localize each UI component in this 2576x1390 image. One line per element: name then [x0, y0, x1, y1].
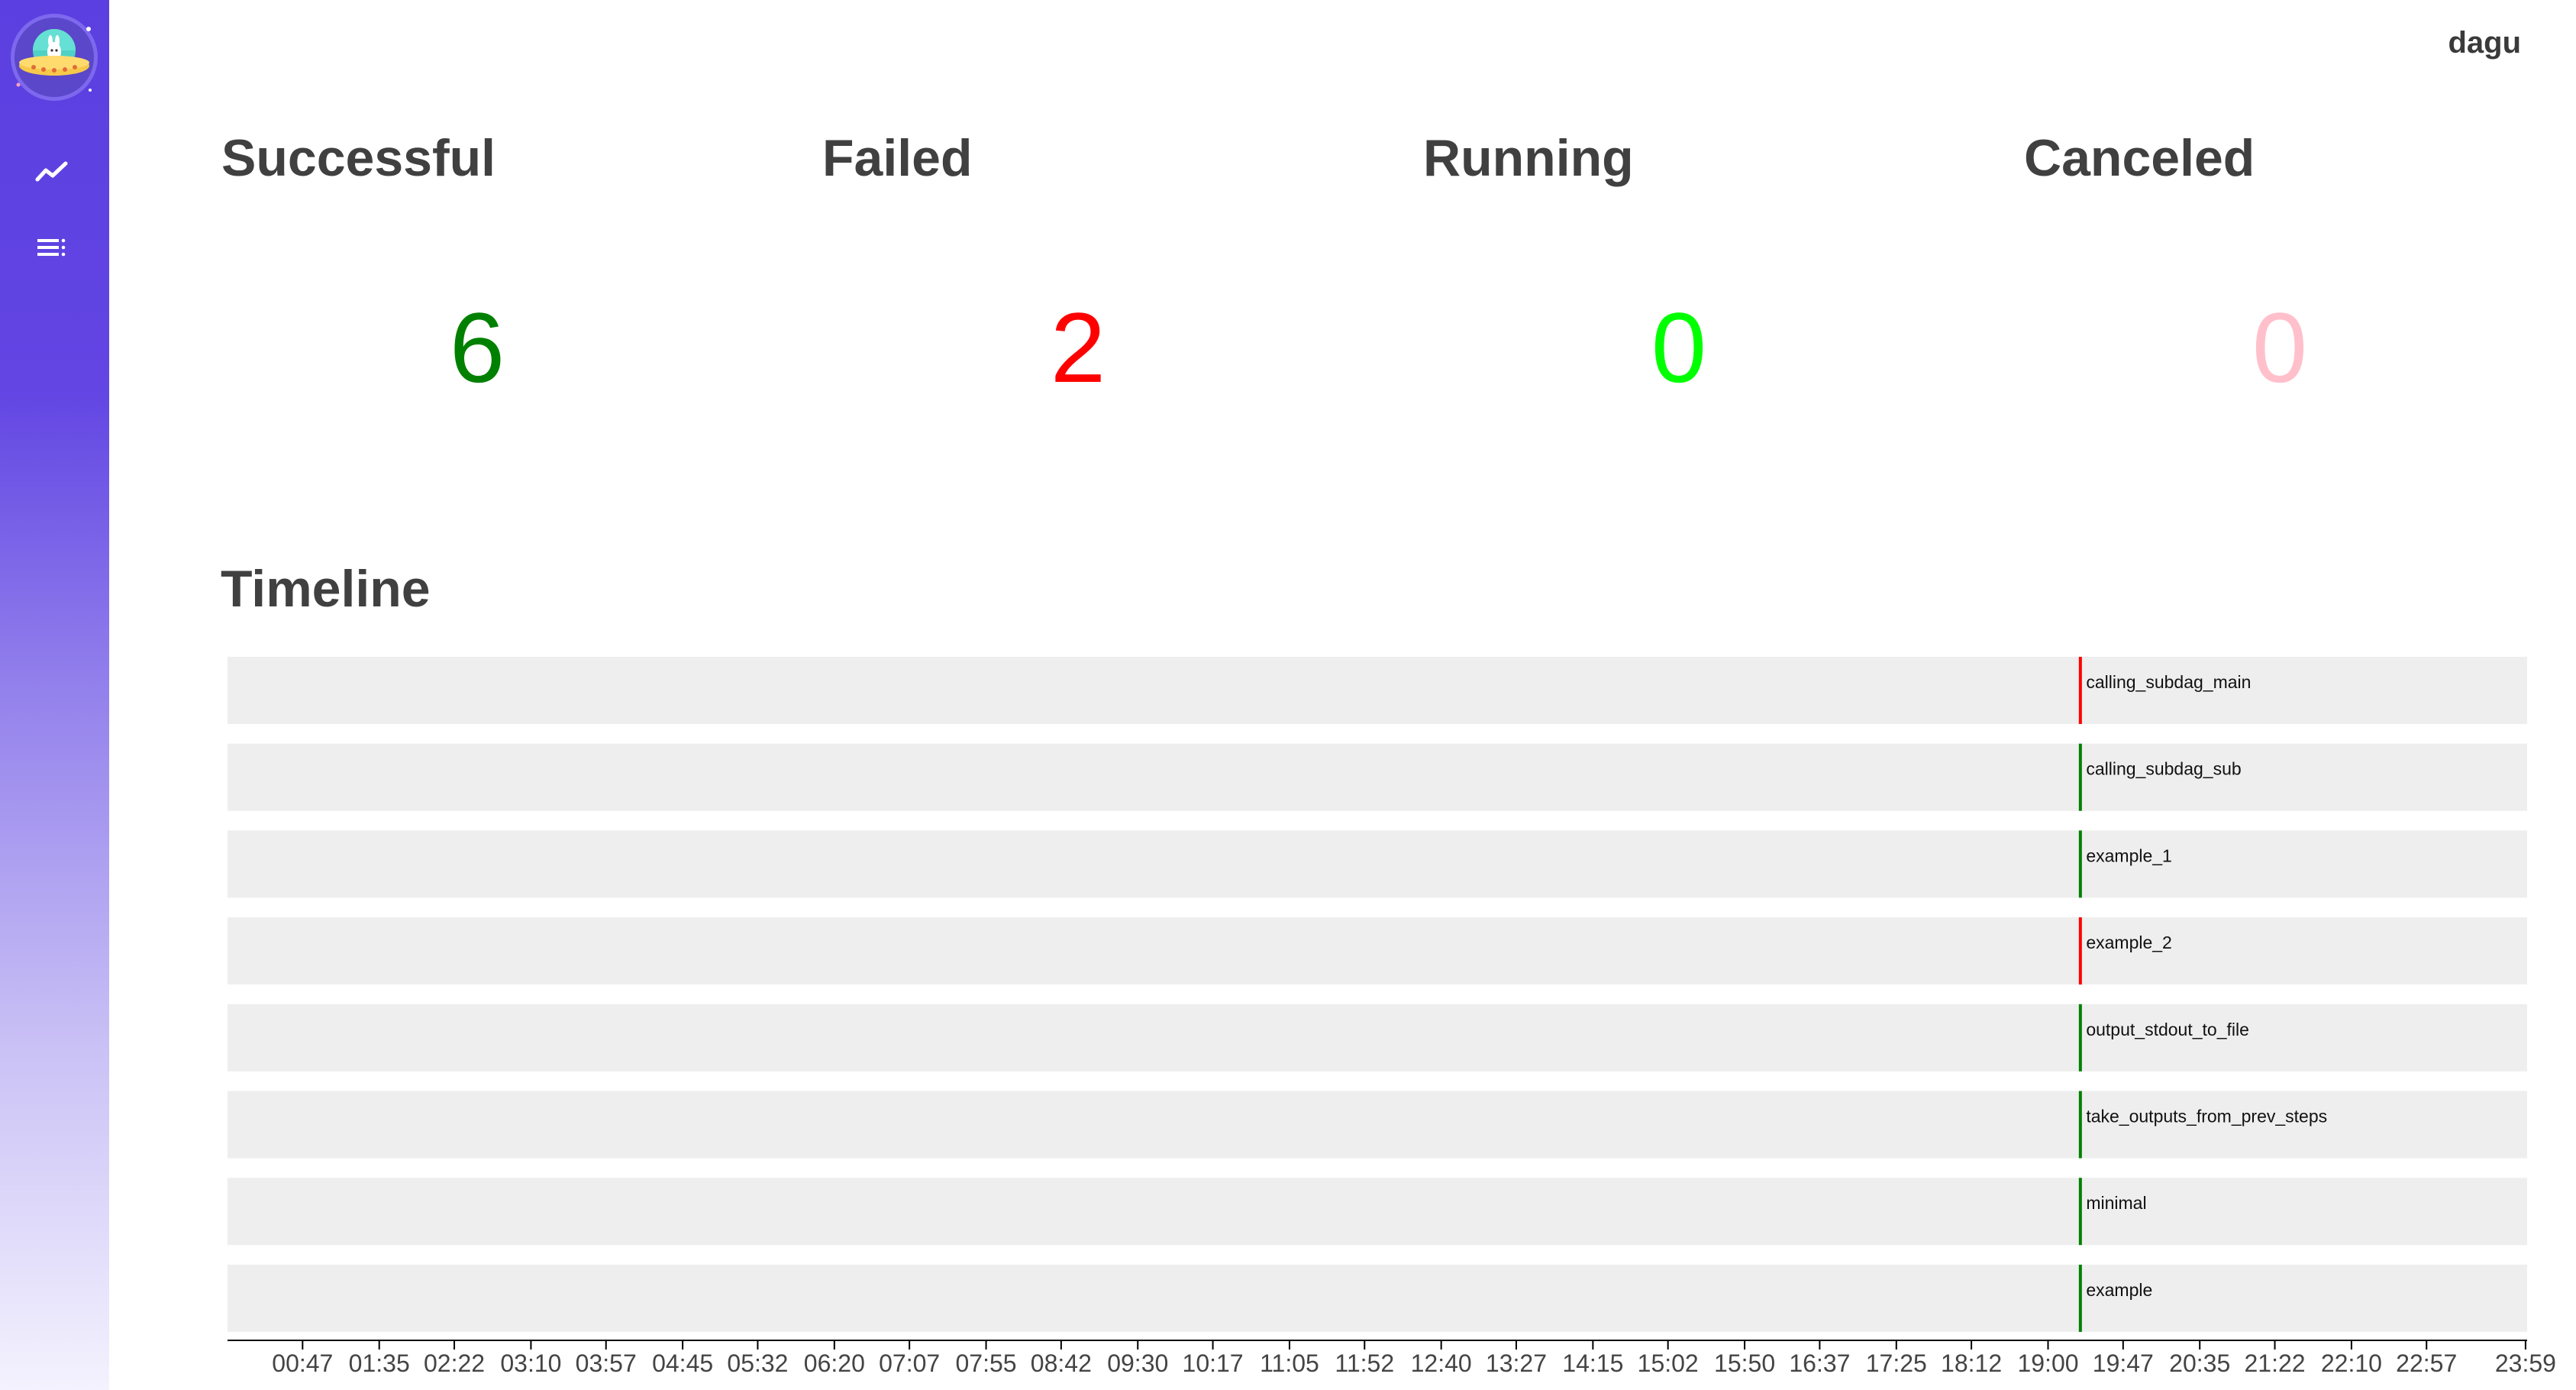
- list-nav-icon[interactable]: [32, 228, 72, 267]
- timeline-bar[interactable]: [2078, 1091, 2082, 1159]
- stat-title-failed: Failed: [822, 129, 973, 187]
- timeline-tick-label: 07:55: [956, 1350, 1017, 1377]
- timeline-tick-label: 11:52: [1335, 1350, 1394, 1377]
- stat-title-canceled: Canceled: [2024, 129, 2255, 187]
- stat-title-successful: Successful: [221, 129, 496, 187]
- timeline-tick-label: 04:45: [652, 1350, 713, 1377]
- timeline-row: take_outputs_from_prev_steps: [228, 1091, 2527, 1159]
- timeline-row-background: [228, 1264, 2527, 1332]
- timeline-bar[interactable]: [2078, 657, 2082, 724]
- timeline-row: calling_subdag_sub: [228, 743, 2527, 811]
- timeline-row-label: minimal: [2086, 1193, 2146, 1213]
- timeline-tick-label: 17:25: [1866, 1350, 1927, 1377]
- timeline-row-background: [228, 1091, 2527, 1159]
- stat-value-canceled: 0: [2252, 292, 2308, 403]
- timeline-tick-label: 20:35: [2169, 1350, 2230, 1377]
- sidebar: [0, 0, 109, 1390]
- timeline-row: example_2: [228, 917, 2527, 985]
- timeline-row-label: take_outputs_from_prev_steps: [2086, 1107, 2327, 1127]
- dashboard-nav-icon[interactable]: [32, 151, 72, 191]
- timeline-row-background: [228, 657, 2527, 724]
- stat-value-failed: 2: [1050, 292, 1106, 403]
- logo-icon[interactable]: [9, 12, 99, 102]
- timeline-tick-label: 15:02: [1638, 1350, 1699, 1377]
- timeline-row-background: [228, 743, 2527, 811]
- timeline-bar[interactable]: [2078, 830, 2082, 898]
- timeline-tick-label: 14:15: [1562, 1350, 1623, 1377]
- timeline-row-label: calling_subdag_sub: [2086, 759, 2241, 779]
- timeline-bar[interactable]: [2078, 1004, 2082, 1072]
- timeline-tick-label: 13:27: [1486, 1350, 1547, 1377]
- timeline-tick-label: 05:32: [727, 1350, 788, 1377]
- timeline-row-background: [228, 830, 2527, 898]
- timeline-row-label: example: [2086, 1280, 2152, 1300]
- timeline-tick-label: 19:47: [2093, 1350, 2154, 1377]
- timeline-tick-label: 22:10: [2321, 1350, 2382, 1377]
- timeline-tick-label: 09:30: [1107, 1350, 1168, 1377]
- timeline-tick-label: 03:10: [500, 1350, 561, 1377]
- timeline-row: calling_subdag_main: [228, 657, 2527, 724]
- timeline-tick-label: 18:12: [1941, 1350, 2002, 1377]
- timeline-tick-label: 00:47: [272, 1350, 333, 1377]
- timeline-tick-label: 07:07: [879, 1350, 940, 1377]
- timeline-tick-label: 12:40: [1411, 1350, 1472, 1377]
- timeline-tick-label: 03:57: [576, 1350, 637, 1377]
- timeline-row-background: [228, 917, 2527, 985]
- timeline-row: minimal: [228, 1178, 2527, 1246]
- timeline-tick-label: 11:05: [1260, 1350, 1319, 1377]
- timeline-tick-label: 08:42: [1031, 1350, 1092, 1377]
- timeline-tick-label: 21:22: [2244, 1350, 2305, 1377]
- timeline-row-background: [228, 1004, 2527, 1072]
- timeline-title: Timeline: [221, 560, 431, 618]
- stat-value-successful: 6: [449, 292, 505, 403]
- timeline-tick-label: 22:57: [2396, 1350, 2457, 1377]
- timeline-tick-label: 16:37: [1789, 1350, 1850, 1377]
- stat-value-running: 0: [1651, 292, 1707, 403]
- timeline-tick-label: 15:50: [1714, 1350, 1775, 1377]
- timeline-bar[interactable]: [2078, 917, 2082, 985]
- stat-title-running: Running: [1423, 129, 1634, 187]
- timeline-row-label: example_1: [2086, 845, 2172, 865]
- timeline-row-label: example_2: [2086, 933, 2172, 952]
- timeline-row: output_stdout_to_file: [228, 1004, 2527, 1072]
- timeline-bar[interactable]: [2078, 1264, 2082, 1332]
- brand-title: dagu: [2448, 26, 2521, 60]
- timeline-tick-label: 02:22: [424, 1350, 485, 1377]
- timeline-row: example_1: [228, 830, 2527, 898]
- timeline-row-background: [228, 1178, 2527, 1246]
- timeline-row-label: calling_subdag_main: [2086, 672, 2251, 692]
- timeline-tick-label: 23:59: [2495, 1350, 2556, 1377]
- timeline-tick-label: 06:20: [804, 1350, 865, 1377]
- timeline-row-label: output_stdout_to_file: [2086, 1020, 2249, 1039]
- timeline-tick-label: 10:17: [1183, 1350, 1244, 1377]
- timeline-bar[interactable]: [2078, 743, 2082, 811]
- timeline-tick-label: 19:00: [2017, 1350, 2078, 1377]
- timeline-row: example: [228, 1264, 2527, 1332]
- timeline-tick-label: 01:35: [349, 1350, 410, 1377]
- timeline-bar[interactable]: [2078, 1178, 2082, 1246]
